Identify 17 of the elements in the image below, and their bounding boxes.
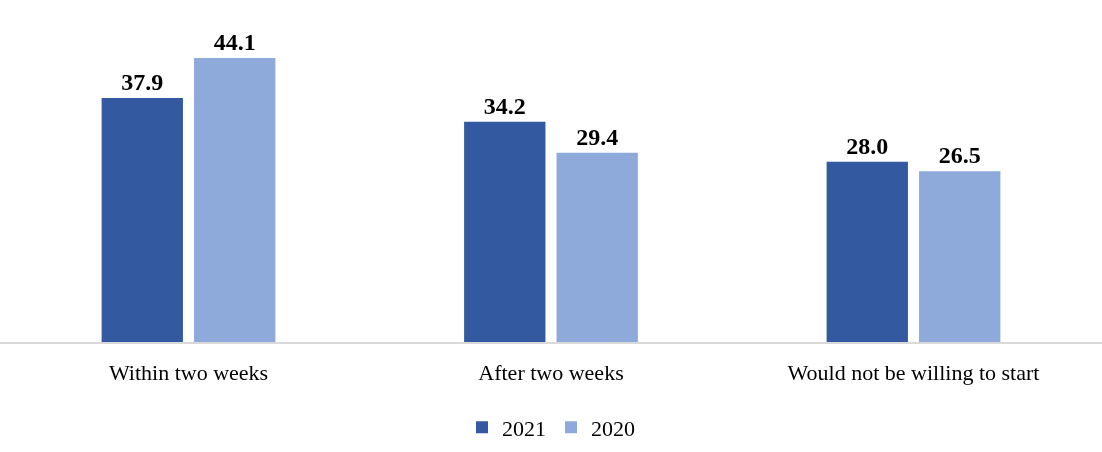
x-tick-label: After two weeks — [478, 360, 624, 386]
data-label: 26.5 — [938, 142, 981, 169]
bar — [919, 171, 1001, 342]
data-label: 44.1 — [213, 29, 256, 56]
legend-label: 2020 — [591, 415, 635, 441]
bar — [826, 161, 908, 342]
data-label: 29.4 — [576, 123, 619, 150]
x-tick-label: Within two weeks — [108, 360, 269, 386]
bar — [556, 152, 638, 342]
bar — [194, 58, 276, 342]
bar — [464, 121, 546, 342]
data-label: 37.9 — [121, 68, 164, 95]
bar — [101, 97, 183, 342]
data-label: 28.0 — [846, 132, 889, 159]
x-tick-label: Would not be willing to start — [787, 360, 1040, 386]
legend-label: 2021 — [502, 415, 546, 441]
data-label: 34.2 — [483, 92, 526, 119]
